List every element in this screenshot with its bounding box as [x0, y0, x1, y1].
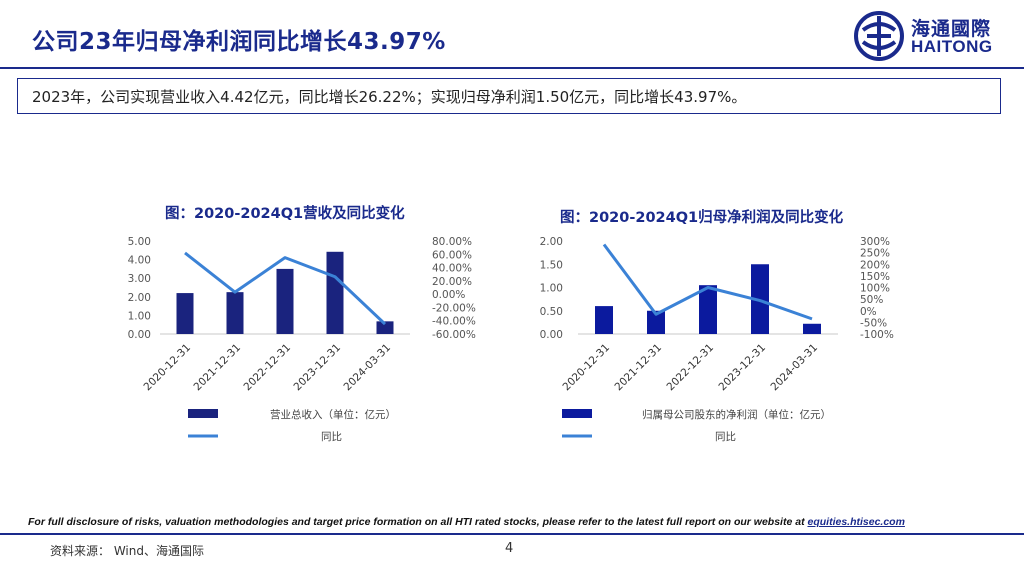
right-axis-tick-label: 50% — [860, 294, 883, 306]
category-label: 2024-03-31 — [341, 342, 393, 394]
bar — [276, 268, 294, 334]
bar — [226, 292, 244, 334]
haitong-logo: 海通國際 HAITONG — [853, 10, 1003, 62]
header-divider — [0, 67, 1024, 69]
chart1-title: 图：2020-2024Q1营收及同比变化 — [165, 206, 405, 222]
logo-text-en: HAITONG — [911, 37, 993, 56]
legend-bar-label: 归属母公司股东的净利润（单位：亿元） — [642, 408, 831, 421]
left-axis-tick-label: 2.00 — [540, 236, 563, 248]
bar — [326, 251, 344, 334]
disclaimer-text: For full disclosure of risks, valuation … — [28, 516, 808, 528]
footer-divider — [0, 533, 1024, 535]
page-title: 公司23年归母净利润同比增长43.97% — [32, 29, 446, 55]
right-axis-tick-label: 0% — [860, 306, 877, 318]
legend-line-label: 同比 — [321, 430, 342, 443]
net-profit-chart: 0.00 0.50 1.00 1.50 2.00 -100%-50%0%50%100%15… — [540, 236, 894, 443]
category-label: 2024-03-31 — [768, 342, 820, 394]
category-label: 2020-12-31 — [560, 342, 612, 394]
left-axis-tick-label: 0.00 — [540, 329, 563, 341]
right-axis-tick-label: 20.00% — [432, 276, 472, 288]
right-axis-tick-label: -40.00% — [432, 316, 476, 328]
category-label: 2023-12-31 — [716, 342, 768, 394]
yoy-line — [184, 251, 387, 326]
right-axis-tick-label: -60.00% — [432, 329, 476, 341]
right-axis-tick-label: -50% — [860, 317, 887, 329]
category-label: 2021-12-31 — [191, 342, 243, 394]
bar — [595, 306, 613, 334]
right-axis-tick-label: 0.00% — [432, 289, 465, 301]
category-label: 2023-12-31 — [291, 342, 343, 394]
right-axis-tick-label: 250% — [860, 248, 890, 260]
bar — [176, 293, 194, 334]
right-axis-tick-label: 80.00% — [432, 236, 472, 248]
bar — [699, 285, 717, 334]
left-axis-tick-label: 3.00 — [128, 273, 151, 285]
bar — [376, 321, 394, 334]
bar — [803, 323, 821, 334]
category-label: 2022-12-31 — [241, 342, 293, 394]
revenue-chart: 0.00 1.00 2.00 3.00 4.00 5.00 -60.00%-40.00% -2… — [128, 236, 476, 443]
source-note: 资料来源： Wind、海通国际 — [50, 544, 204, 558]
summary-text: 2023年，公司实现营业收入4.42亿元，同比增长26.22%；实现归母净利润1… — [32, 88, 747, 106]
left-axis-tick-label: 2.00 — [128, 292, 151, 304]
right-axis-tick-label: -20.00% — [432, 302, 476, 314]
left-axis-tick-label: 0.00 — [128, 329, 151, 341]
left-axis-tick-label: 1.50 — [540, 259, 563, 271]
right-axis-tick-label: 100% — [860, 283, 890, 295]
left-axis-tick-label: 1.00 — [128, 310, 151, 322]
right-axis-tick-label: 40.00% — [432, 263, 472, 275]
right-axis-tick-label: 150% — [860, 271, 890, 283]
category-label: 2022-12-31 — [664, 342, 716, 394]
left-axis-tick-label: 1.00 — [540, 283, 563, 295]
chart2-title: 图：2020-2024Q1归母净利润及同比变化 — [560, 210, 844, 226]
legend-bar-label: 营业总收入（单位：亿元） — [270, 408, 396, 421]
right-axis-tick-label: 300% — [860, 236, 890, 248]
category-label: 2020-12-31 — [141, 342, 193, 394]
bar — [647, 310, 665, 334]
disclaimer-link[interactable]: equities.htisec.com — [807, 516, 905, 528]
legend-bar-swatch — [188, 409, 218, 418]
left-axis-tick-label: 0.50 — [540, 306, 563, 318]
legend-bar-swatch — [562, 409, 592, 418]
right-axis-tick-label: 200% — [860, 259, 890, 271]
summary-box: 2023年，公司实现营业收入4.42亿元，同比增长26.22%；实现归母净利润1… — [17, 78, 1001, 114]
yoy-line — [602, 243, 813, 321]
category-label: 2021-12-31 — [612, 342, 664, 394]
page-number: 4 — [505, 541, 514, 556]
disclaimer: For full disclosure of risks, valuation … — [28, 516, 905, 528]
left-axis-tick-label: 4.00 — [128, 255, 151, 267]
right-axis-tick-label: 60.00% — [432, 249, 472, 261]
logo-text-cn: 海通國際 — [911, 18, 992, 40]
legend-line-label: 同比 — [715, 430, 736, 443]
left-axis-tick-label: 5.00 — [128, 236, 151, 248]
right-axis-tick-label: -100% — [860, 329, 894, 341]
logo-emblem-icon — [854, 11, 904, 61]
